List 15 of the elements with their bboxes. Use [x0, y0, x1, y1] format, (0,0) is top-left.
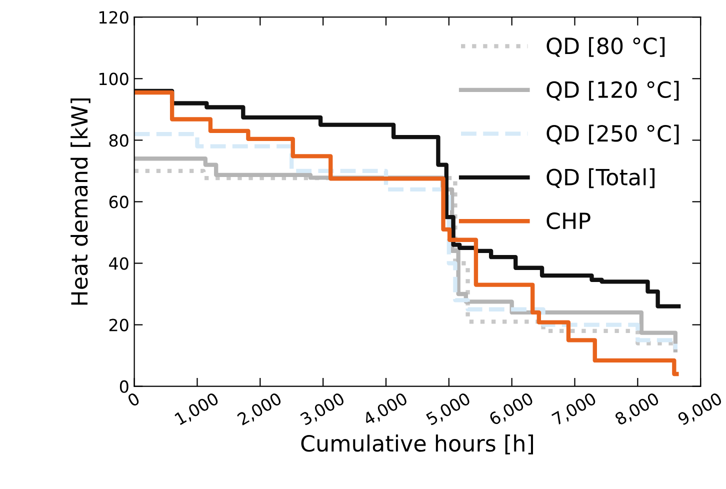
- x-axis-title: Cumulative hours [h]: [301, 434, 533, 454]
- legend-label: CHP: [546, 212, 590, 230]
- y-tick-label: 40: [109, 257, 128, 270]
- y-tick-label: 60: [109, 196, 128, 208]
- legend-label: QD [80 °C]: [546, 37, 665, 57]
- legend-label: QD [Total]: [546, 168, 654, 188]
- y-tick-label: 80: [109, 134, 128, 147]
- y-axis-title: Heat demand [kW]: [70, 98, 90, 305]
- y-tick-label: 20: [109, 318, 128, 332]
- legend-label: QD [120 °C]: [546, 80, 679, 101]
- legend-label: QD [250 °C]: [546, 124, 679, 144]
- x-tick-label: 0: [126, 392, 140, 408]
- y-tick-label: 0: [120, 380, 128, 393]
- y-tick-label: 120: [99, 11, 128, 24]
- y-tick-label: 100: [99, 72, 128, 86]
